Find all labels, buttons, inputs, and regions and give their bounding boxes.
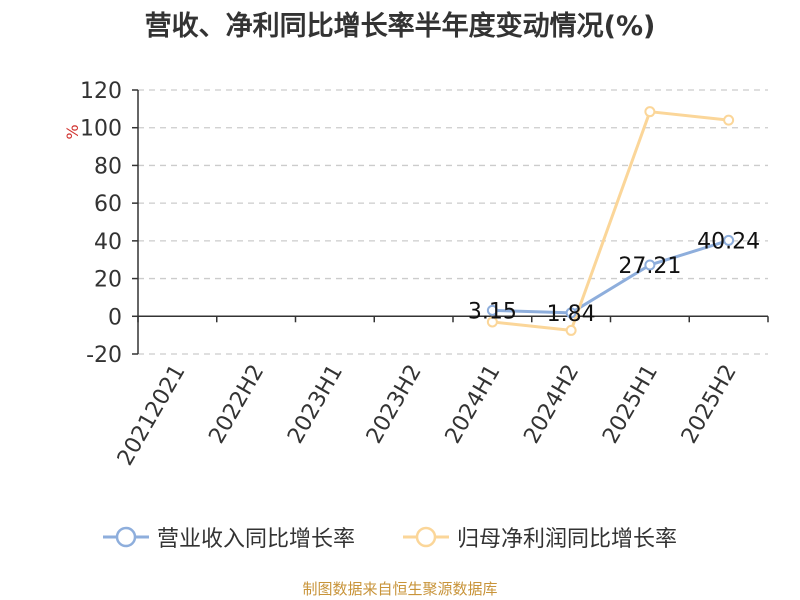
legend-item-revenue[interactable]: 营业收入同比增长率 bbox=[103, 520, 355, 554]
data-point bbox=[565, 324, 577, 336]
data-point bbox=[723, 114, 735, 126]
data-point bbox=[723, 234, 735, 246]
y-tick-label: 40 bbox=[94, 230, 122, 255]
x-tick-labels: 20212021 2022H2 2023H1 2023H2 2024H1 2024H2 20… bbox=[113, 361, 742, 470]
x-tick-label: 2025H2 bbox=[677, 361, 742, 448]
y-tick-label: -20 bbox=[86, 343, 122, 368]
y-tick-labels: -20 0 20 40 60 80 100 120 bbox=[80, 79, 122, 368]
series-line-1 bbox=[492, 110, 729, 332]
x-tick-label: 2024H1 bbox=[441, 361, 506, 448]
axes bbox=[132, 89, 769, 355]
y-gridlines bbox=[138, 89, 768, 355]
data-label: 27.21 bbox=[618, 254, 681, 279]
data-point bbox=[644, 106, 656, 118]
data-label: 40.24 bbox=[697, 229, 760, 254]
legend-line-circle-icon bbox=[103, 526, 149, 548]
legend-line-circle-icon bbox=[403, 526, 449, 548]
y-tick-label: 60 bbox=[94, 192, 122, 217]
x-tick-label: 2023H1 bbox=[283, 361, 348, 448]
data-label: 1.84 bbox=[547, 302, 596, 327]
data-point bbox=[644, 259, 656, 271]
legend-label-profit: 归母净利润同比增长率 bbox=[457, 527, 678, 552]
x-tick-label: 2023H2 bbox=[362, 361, 427, 448]
data-point bbox=[565, 307, 577, 319]
series-points bbox=[486, 106, 735, 336]
legend: 营业收入同比增长率 归母净利润同比增长率 bbox=[0, 520, 800, 554]
data-labels: 3.15 1.84 27.21 40.24 bbox=[468, 229, 760, 326]
series-lines bbox=[492, 110, 730, 332]
series-line-0 bbox=[492, 238, 730, 315]
x-tick-label: 2024H2 bbox=[519, 361, 584, 448]
y-tick-label: 20 bbox=[94, 268, 122, 293]
x-tick-label: 20212021 bbox=[113, 361, 191, 470]
x-tick-label: 2022H2 bbox=[204, 361, 269, 448]
data-label: 3.15 bbox=[468, 299, 517, 324]
data-point bbox=[486, 316, 498, 328]
y-tick-label: 100 bbox=[80, 117, 122, 142]
data-source-note: 制图数据来自恒生聚源数据库 bbox=[302, 580, 498, 598]
y-tick-label: 120 bbox=[80, 79, 122, 104]
y-tick-label: 80 bbox=[94, 154, 122, 179]
y-unit-label: % bbox=[63, 124, 82, 139]
legend-item-profit[interactable]: 归母净利润同比增长率 bbox=[403, 520, 677, 554]
x-tick-label: 2025H1 bbox=[598, 361, 663, 448]
chart-title: 营收、净利同比增长率半年度变动情况(%) bbox=[144, 11, 656, 42]
y-tick-label: 0 bbox=[108, 305, 122, 330]
legend-label-revenue: 营业收入同比增长率 bbox=[157, 527, 356, 552]
data-point bbox=[486, 304, 498, 316]
